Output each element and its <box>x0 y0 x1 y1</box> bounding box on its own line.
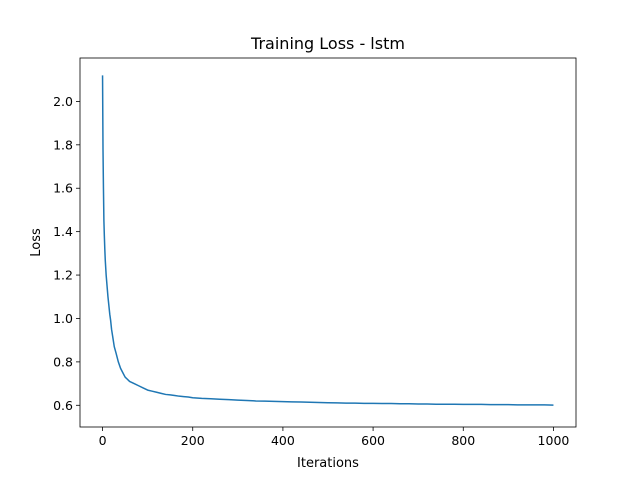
y-axis-title: Loss <box>29 228 44 257</box>
y-tick-label: 1.6 <box>53 181 73 196</box>
x-tick-label: 1000 <box>538 433 570 448</box>
x-tick-label: 800 <box>451 433 475 448</box>
y-tick-label: 1.4 <box>53 224 73 239</box>
y-tick-label: 1.2 <box>53 268 73 283</box>
x-tick-label: 400 <box>271 433 295 448</box>
chart-title: Training Loss - lstm <box>250 34 405 53</box>
y-tick-label: 0.8 <box>53 354 73 369</box>
x-tick-label: 600 <box>361 433 385 448</box>
y-tick-label: 2.0 <box>53 94 73 109</box>
loss-series-line <box>101 75 554 406</box>
series-layer <box>101 75 554 406</box>
x-axis-ticks: 0 200 400 600 800 1000 <box>99 427 570 448</box>
y-tick-label: 0.6 <box>53 398 73 413</box>
y-tick-label: 1.0 <box>53 311 73 326</box>
x-tick-label: 0 <box>99 433 107 448</box>
x-axis-title: Iterations <box>297 456 359 471</box>
plot-background <box>80 58 576 427</box>
y-tick-label: 1.8 <box>53 137 73 152</box>
x-tick-label: 200 <box>181 433 205 448</box>
plot-frame <box>79 57 577 428</box>
y-axis-ticks: 0.6 0.8 1.0 1.2 1.4 1.6 1.8 2.0 <box>53 94 80 413</box>
